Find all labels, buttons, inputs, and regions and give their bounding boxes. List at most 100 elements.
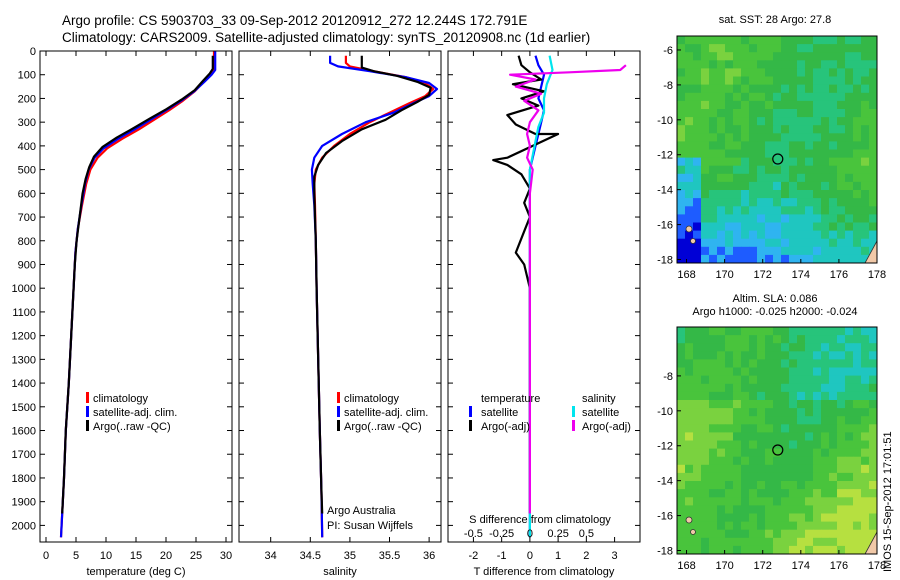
map-cell [805,222,814,231]
map-cell [821,36,830,45]
map-cell [789,222,798,231]
map-cell [725,335,734,344]
map-cell [789,206,798,215]
map-cell [805,198,814,207]
map-cell [749,141,758,150]
map-cell [829,165,838,175]
map-cell [757,327,766,336]
map-cell [869,125,878,134]
map-cell [757,545,766,555]
map-cell [861,513,870,522]
map-cell [813,44,822,53]
map-cell [773,400,782,409]
map-cell [685,383,694,393]
map-cell [717,238,726,248]
map-cell [685,545,694,555]
depth-tick-label: 300 [18,117,36,129]
map-cell [733,157,742,167]
map-cell [733,545,742,555]
map-cell [789,529,798,539]
map-cell [685,359,694,368]
map-cell [765,165,774,175]
map-cell [805,513,814,522]
map-cell [693,68,702,77]
map-cell [797,529,806,539]
map-cell [725,181,734,191]
map-cell [797,408,806,417]
map-cell [741,238,750,248]
map-cell [765,149,774,158]
map-cell [741,464,750,474]
map-cell [717,198,726,207]
map-cell [853,545,862,555]
map-cell [829,513,838,522]
map-cell [677,505,686,514]
map-cell [749,181,758,191]
map-cell [813,327,822,336]
map-cell [789,109,798,118]
map-cell [853,327,862,336]
map-cell [773,254,782,264]
map-cell [813,230,822,240]
map-cell [765,84,774,94]
map-cell [693,92,702,102]
map-cell [701,456,710,466]
map-cell [821,206,830,215]
map-cell [837,157,846,167]
map-cell [685,489,694,498]
map-cell [861,238,870,248]
map-cell [789,68,798,77]
map-cell [741,351,750,360]
map-cell [861,408,870,417]
map-cell [701,60,710,69]
map-cell [821,149,830,158]
map-cell [829,157,838,167]
map-cell [789,424,798,433]
map-cell [781,76,790,85]
map-cell [685,157,694,167]
map-cell [741,529,750,539]
map-cell [709,133,718,142]
map-cell [861,222,870,231]
map-cell [829,100,838,110]
map-cell [733,36,742,45]
map-cell [845,44,854,53]
map-cell [781,68,790,77]
map-cell [789,246,798,256]
map-cell [797,367,806,376]
map-cell [805,391,814,401]
map-cell [781,424,790,433]
map-cell [805,84,814,94]
map-cell [685,327,694,336]
map-cell [773,157,782,167]
map-cell [701,222,710,231]
map-cell [861,230,870,240]
salinity-xtick-label: 35 [344,550,356,562]
map-cell [805,375,814,385]
difference-xtick-label: 1 [555,550,561,562]
map-cell [861,60,870,69]
map-cell [749,513,758,522]
map-cell [821,456,830,466]
map-cell [693,198,702,207]
map-cell [709,343,718,352]
map-cell [765,36,774,45]
map-cell [717,246,726,256]
map-cell [725,440,734,449]
map-cell [821,327,830,336]
map-cell [709,36,718,45]
map-cell [725,489,734,498]
map-cell [845,440,854,449]
map-cell [821,513,830,522]
map-cell [749,133,758,142]
map-cell [813,367,822,376]
map-cell [709,165,718,175]
map-cell [853,391,862,401]
map-cell [789,408,798,417]
legend-swatch-t-argo [469,420,472,431]
map-cell [733,246,742,256]
map-cell [749,92,758,102]
map-cell [765,222,774,231]
map-cell [781,481,790,490]
